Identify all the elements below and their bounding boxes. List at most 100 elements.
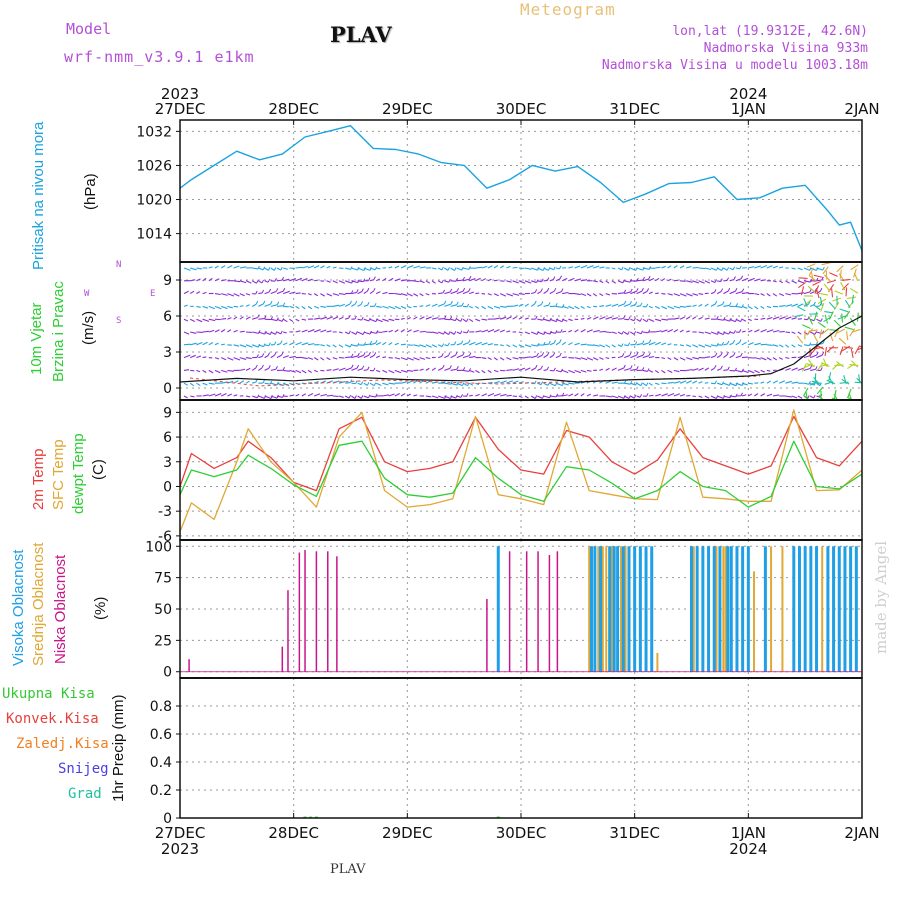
- wind-barb: [555, 342, 560, 346]
- wind-barb: [202, 305, 209, 309]
- wind-barb: [785, 344, 790, 348]
- wind-barb-tick: [714, 380, 717, 384]
- wind-barb: [667, 381, 674, 384]
- wind-barb: [344, 344, 351, 348]
- wind-barb: [425, 395, 432, 398]
- y-tick-label: 1026: [136, 158, 172, 174]
- wind-barb-tick: [255, 290, 258, 295]
- wind-barb: [276, 290, 284, 295]
- wind-barb: [679, 293, 687, 297]
- wind-barb-tick: [468, 288, 471, 292]
- wind-barb-strong: [829, 311, 834, 320]
- wind-barb: [382, 291, 388, 295]
- wind-barb: [326, 357, 331, 361]
- wind-barb-strong: [802, 324, 811, 329]
- wind-barb-tick: [732, 266, 736, 270]
- wind-barb: [326, 280, 331, 283]
- wind-barb: [400, 329, 405, 333]
- wind-barb-tick: [453, 331, 457, 335]
- footer-station: PLAV: [330, 862, 366, 877]
- wind-barb-tick: [461, 302, 464, 306]
- wind-barb-tick: [714, 364, 717, 369]
- watermark: made by Angel: [872, 540, 890, 654]
- wind-barb: [320, 305, 327, 308]
- wind-barb-tick: [348, 394, 352, 399]
- wind-barb: [326, 265, 331, 269]
- wind-barb-strong: [824, 314, 829, 324]
- low-cloud-bar: [508, 551, 511, 672]
- wind-barb-tick: [636, 351, 639, 356]
- wind-barb: [716, 267, 722, 271]
- wind-barb-strong: [836, 328, 846, 334]
- wind-barb-strong: [851, 294, 854, 304]
- wind-barb: [338, 395, 344, 398]
- wind-barb: [419, 293, 424, 297]
- wind-barb: [419, 305, 424, 307]
- wind-barb: [741, 394, 747, 397]
- y-tick-label: -6: [158, 529, 172, 545]
- wind-barb: [754, 369, 760, 374]
- wind-barb-tick: [553, 266, 556, 270]
- wind-barb-tick: [368, 277, 371, 281]
- wind-barb: [574, 278, 582, 282]
- wind-barb-tick: [456, 301, 459, 306]
- wind-barb: [301, 369, 307, 374]
- wind-barb-tick: [822, 266, 825, 271]
- high-cloud-bar: [608, 546, 612, 672]
- wind-barb: [642, 278, 649, 282]
- wind-barb-strong: [844, 310, 851, 319]
- wind-barb: [797, 267, 803, 271]
- wind-barb: [760, 293, 765, 296]
- wind-barb: [729, 318, 736, 323]
- wind-barb: [282, 318, 288, 323]
- wind-barb: [468, 318, 474, 323]
- wind-barb: [778, 380, 786, 384]
- wind-barb: [760, 343, 768, 346]
- wind-barb: [760, 357, 767, 361]
- wind-barb: [264, 331, 271, 335]
- wind-barb: [258, 367, 263, 371]
- wind-barb: [729, 331, 735, 334]
- wind-barb: [617, 267, 622, 271]
- wind-barb: [332, 344, 337, 348]
- wind-barb-tick: [360, 381, 364, 385]
- low-cloud-bar: [304, 550, 306, 672]
- wind-barb: [716, 354, 722, 359]
- wind-barb: [661, 393, 668, 397]
- mid-cloud-bar: [588, 546, 591, 672]
- wind-barb: [456, 305, 463, 307]
- wind-barb: [413, 316, 418, 320]
- wind-barb: [611, 395, 619, 399]
- wind-barb: [338, 331, 343, 334]
- wind-barb: [642, 369, 648, 372]
- wind-barb: [568, 369, 576, 374]
- wind-barb: [450, 290, 458, 295]
- wind-barb: [816, 382, 821, 387]
- wind-barb: [661, 342, 667, 346]
- wind-barb: [648, 318, 655, 323]
- wind-label-1: 10m Vjetar: [28, 302, 45, 375]
- wind-barb: [704, 395, 710, 399]
- wind-barb: [785, 304, 793, 307]
- wind-barb: [351, 280, 358, 284]
- wind-barb: [252, 381, 257, 384]
- wind-barb: [580, 369, 587, 373]
- wind-barb-tick: [740, 392, 743, 396]
- wind-barb: [251, 280, 257, 284]
- wind-barb: [748, 357, 755, 359]
- wind-barb-strong: [806, 363, 816, 367]
- wind-barb-tick: [547, 382, 551, 386]
- wind-barb-strong: [846, 331, 849, 341]
- wind-barb: [574, 305, 580, 310]
- wind-barb-tick: [454, 267, 457, 271]
- high-cloud-bar: [809, 546, 813, 672]
- wind-barb: [710, 280, 716, 284]
- wind-barb-tick: [469, 275, 472, 280]
- wind-barb: [196, 342, 203, 346]
- wind-barb: [568, 382, 575, 385]
- wind-barb: [450, 304, 457, 307]
- wind-barb: [375, 355, 380, 359]
- wind-barb-tick: [561, 392, 565, 397]
- wind-barb: [493, 279, 498, 282]
- wind-barb: [345, 267, 351, 270]
